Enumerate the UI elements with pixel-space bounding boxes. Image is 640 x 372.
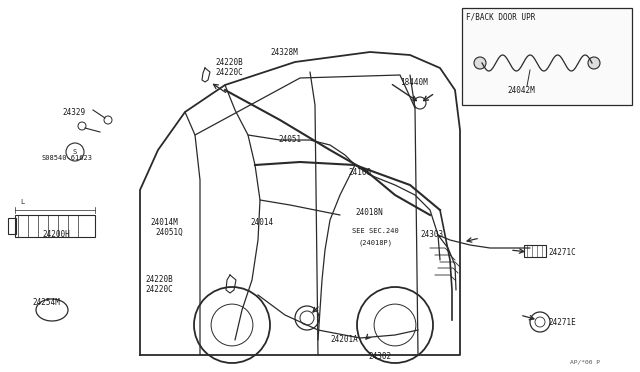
Text: 24329: 24329 [62, 108, 85, 117]
Text: 18440M: 18440M [400, 78, 428, 87]
Text: S08540-61623: S08540-61623 [42, 155, 93, 161]
Text: 24303: 24303 [420, 230, 443, 239]
Text: 24220C: 24220C [145, 285, 173, 294]
Bar [15, 215, 95, 237]
Text: 24220B: 24220B [215, 58, 243, 67]
Text: SEE SEC.240: SEE SEC.240 [352, 228, 399, 234]
Bar [462, 8, 632, 105]
Text: 24271C: 24271C [548, 248, 576, 257]
Text: 24042M: 24042M [507, 86, 535, 95]
Bar [524, 245, 546, 257]
Text: 24254M: 24254M [32, 298, 60, 307]
Text: S: S [73, 149, 77, 155]
Text: 24220C: 24220C [215, 68, 243, 77]
Text: 24014: 24014 [250, 218, 273, 227]
Text: 24018N: 24018N [355, 208, 383, 217]
Text: 24160: 24160 [348, 168, 371, 177]
Text: 24220B: 24220B [145, 275, 173, 284]
Text: 24200H: 24200H [42, 230, 70, 239]
Text: L: L [20, 199, 24, 205]
Text: 24051: 24051 [278, 135, 301, 144]
Bar [8, 218, 16, 234]
Text: 24302: 24302 [368, 352, 391, 361]
Text: 24328M: 24328M [270, 48, 298, 57]
Text: 24271E: 24271E [548, 318, 576, 327]
Text: F/BACK DOOR UPR: F/BACK DOOR UPR [466, 13, 536, 22]
Text: 24014M: 24014M [150, 218, 178, 227]
Text: 24201A: 24201A [330, 335, 358, 344]
Text: 24051Q: 24051Q [155, 228, 183, 237]
Text: AP/*00 P: AP/*00 P [570, 360, 600, 365]
Circle shape [588, 57, 600, 69]
Text: (24018P): (24018P) [358, 240, 392, 247]
Circle shape [474, 57, 486, 69]
